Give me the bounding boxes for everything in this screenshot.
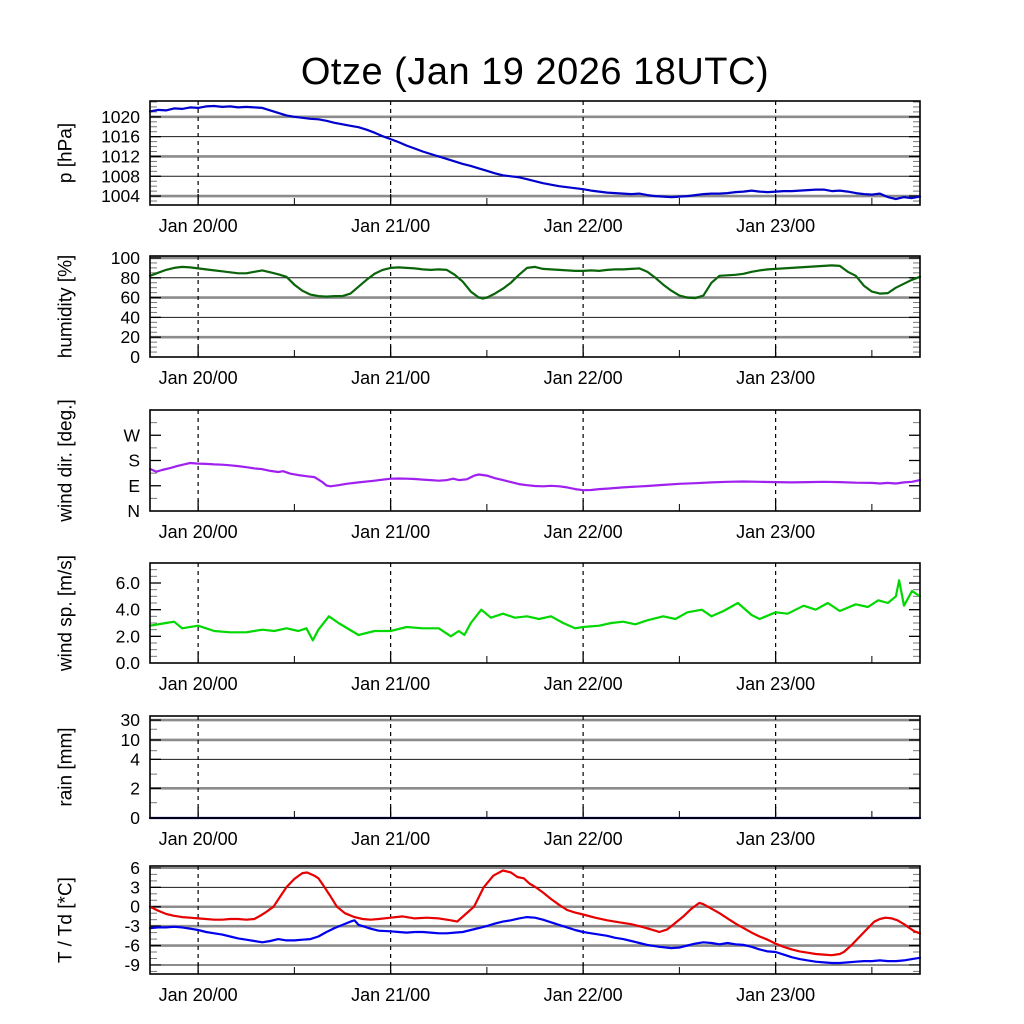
x-date-label: Jan 22/00 bbox=[544, 985, 623, 1005]
x-date-label: Jan 20/00 bbox=[159, 522, 238, 542]
x-date-label: Jan 21/00 bbox=[351, 674, 430, 694]
series-temperature bbox=[148, 869, 922, 957]
series-pressure bbox=[148, 104, 922, 201]
x-date-label: Jan 21/00 bbox=[351, 829, 430, 849]
panel-border bbox=[149, 409, 921, 512]
y-tick-label: 4 bbox=[130, 749, 140, 769]
x-date-label: Jan 21/00 bbox=[351, 216, 430, 236]
series-wind_speed bbox=[148, 579, 922, 642]
y-axis-title: wind dir. [deg.] bbox=[56, 399, 77, 523]
y-tick-label: 60 bbox=[121, 288, 141, 308]
y-tick-label: E bbox=[128, 476, 140, 496]
y-tick-label: 0 bbox=[130, 808, 140, 828]
panel-border bbox=[149, 100, 921, 206]
y-axis-title: wind sp. [m/s] bbox=[56, 555, 77, 672]
y-tick-label: 40 bbox=[121, 307, 141, 327]
x-date-label: Jan 23/00 bbox=[736, 522, 815, 542]
y-tick-label: W bbox=[123, 425, 140, 445]
x-date-label: Jan 22/00 bbox=[544, 674, 623, 694]
x-date-label: Jan 23/00 bbox=[736, 368, 815, 388]
panel-border bbox=[149, 715, 921, 819]
y-tick-label: 2 bbox=[130, 778, 140, 798]
y-tick-label: 1016 bbox=[101, 127, 140, 147]
y-tick-label: N bbox=[127, 501, 140, 521]
x-date-label: Jan 20/00 bbox=[159, 829, 238, 849]
x-date-label: Jan 23/00 bbox=[736, 829, 815, 849]
x-date-label: Jan 22/00 bbox=[544, 829, 623, 849]
y-tick-label: -9 bbox=[124, 955, 140, 975]
y-tick-label: 4.0 bbox=[116, 600, 141, 620]
y-tick-label: 3 bbox=[130, 877, 140, 897]
y-tick-label: 20 bbox=[121, 327, 141, 347]
x-date-label: Jan 20/00 bbox=[159, 674, 238, 694]
y-tick-label: 2.0 bbox=[116, 626, 141, 646]
x-date-label: Jan 23/00 bbox=[736, 674, 815, 694]
y-tick-label: 1020 bbox=[101, 107, 140, 127]
series-wind_direction bbox=[148, 461, 922, 492]
x-date-label: Jan 21/00 bbox=[351, 368, 430, 388]
chart-title: Otze (Jan 19 2026 18UTC) bbox=[300, 51, 770, 94]
panel-border bbox=[149, 255, 921, 358]
x-date-label: Jan 20/00 bbox=[159, 216, 238, 236]
x-date-label: Jan 23/00 bbox=[736, 216, 815, 236]
x-date-label: Jan 23/00 bbox=[736, 985, 815, 1005]
y-tick-label: S bbox=[128, 451, 140, 471]
panel-border bbox=[149, 865, 921, 975]
y-axis-title: rain [mm] bbox=[56, 727, 77, 806]
y-tick-label: -3 bbox=[124, 916, 140, 936]
x-date-label: Jan 21/00 bbox=[351, 522, 430, 542]
y-tick-label: 0.0 bbox=[116, 653, 141, 673]
x-date-label: Jan 20/00 bbox=[159, 985, 238, 1005]
y-tick-label: 30 bbox=[121, 710, 141, 730]
x-date-label: Jan 22/00 bbox=[544, 368, 623, 388]
y-axis-title: p [hPa] bbox=[56, 123, 77, 183]
y-tick-label: 1012 bbox=[101, 146, 140, 166]
x-date-label: Jan 20/00 bbox=[159, 368, 238, 388]
series-dew_point bbox=[148, 915, 922, 965]
x-date-label: Jan 21/00 bbox=[351, 985, 430, 1005]
y-axis-title: humidity [%] bbox=[56, 255, 77, 358]
y-tick-label: 0 bbox=[130, 347, 140, 367]
y-tick-label: 0 bbox=[130, 897, 140, 917]
y-tick-label: 100 bbox=[111, 248, 140, 268]
y-tick-label: 10 bbox=[121, 730, 141, 750]
y-tick-label: -6 bbox=[124, 936, 140, 956]
series-humidity bbox=[148, 264, 922, 300]
x-date-label: Jan 22/00 bbox=[544, 522, 623, 542]
y-axis-title: T / Td [*C] bbox=[56, 877, 77, 963]
x-date-label: Jan 22/00 bbox=[544, 216, 623, 236]
panel-wind_speed: 0.0 2.0 4.0 6.0 wind sp. [m/s] Jan 20/00 Jan 2… bbox=[56, 555, 922, 694]
y-tick-label: 1008 bbox=[101, 166, 140, 186]
panel-border bbox=[149, 562, 921, 664]
y-tick-label: 80 bbox=[121, 268, 141, 288]
y-tick-label: 1004 bbox=[101, 186, 140, 206]
y-tick-label: 6.0 bbox=[116, 573, 141, 593]
y-tick-label: 6 bbox=[130, 858, 140, 878]
